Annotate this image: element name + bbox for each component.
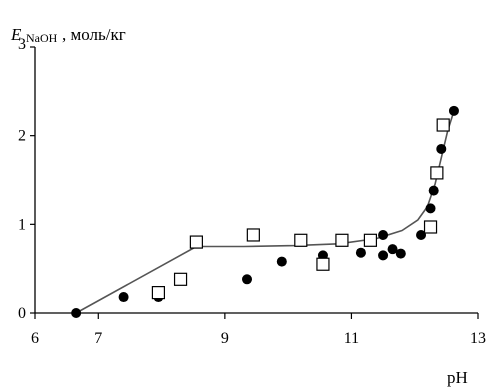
- x-tick-label: 9: [221, 330, 229, 347]
- data-point-circle: [242, 274, 253, 285]
- data-point-square: [363, 233, 378, 247]
- data-point-circle: [416, 229, 427, 240]
- data-point-circle: [378, 229, 389, 240]
- y-tick-label: 0: [18, 305, 26, 322]
- data-point-circle: [276, 256, 287, 267]
- y-tick-label: 1: [18, 216, 26, 233]
- data-point-square: [189, 235, 203, 249]
- x-tick-label: 11: [344, 330, 359, 347]
- y-tick-label: 3: [18, 36, 26, 53]
- data-point-square: [436, 118, 450, 132]
- data-point-circle: [425, 203, 436, 214]
- y-axis-label-symbol: E: [10, 25, 22, 44]
- series-open-squares: [151, 118, 450, 300]
- axis-ticks: 6 7 9 11 13 0 1 2 3: [18, 36, 486, 347]
- x-tick-label: 13: [470, 330, 486, 347]
- data-point-square: [335, 233, 349, 247]
- y-tick-label: 2: [18, 128, 26, 145]
- data-point-circle: [355, 247, 366, 258]
- data-point-square: [423, 220, 438, 234]
- data-point-circle: [71, 308, 82, 318]
- data-point-circle: [387, 244, 398, 255]
- fit-curve: [75, 110, 455, 314]
- data-point-circle: [118, 292, 129, 303]
- fit-line-path: [75, 110, 455, 314]
- y-axis-label: E NaOH , моль/кг: [10, 25, 126, 45]
- x-tick-label: 7: [94, 330, 102, 347]
- data-point-circle: [436, 143, 447, 154]
- data-point-circle: [448, 105, 459, 116]
- data-point-square: [173, 272, 188, 286]
- y-axis-label-units: , моль/кг: [62, 25, 126, 44]
- x-axis-label: pH: [447, 368, 468, 387]
- data-point-square: [151, 286, 166, 300]
- data-point-square: [316, 257, 330, 271]
- data-point-square: [294, 233, 308, 247]
- data-point-square: [246, 228, 260, 242]
- series-filled-circles: [71, 105, 459, 318]
- y-axis-label-subscript: NaOH: [26, 31, 58, 45]
- data-point-circle: [395, 248, 406, 259]
- data-point-circle: [378, 250, 389, 261]
- x-tick-label: 6: [31, 330, 39, 347]
- data-point-square: [430, 166, 444, 180]
- data-point-circle: [428, 185, 439, 196]
